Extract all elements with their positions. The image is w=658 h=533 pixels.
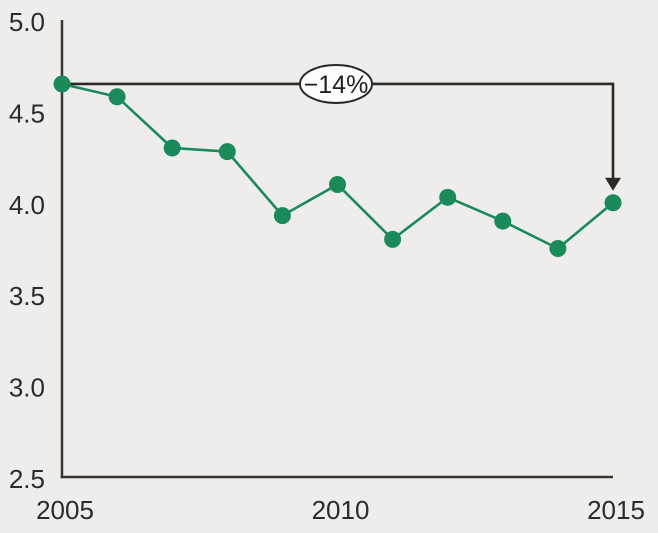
y-axis-tick-label: 5.0 <box>9 7 45 37</box>
data-point <box>329 176 346 194</box>
data-line <box>61 82 614 251</box>
y-axis-tick-label: 2.5 <box>9 464 45 494</box>
data-point <box>108 88 126 106</box>
data-point <box>604 194 622 212</box>
data-point <box>494 212 512 230</box>
y-axis-tick-label: 4.5 <box>9 98 45 128</box>
data-point <box>218 143 236 161</box>
data-point <box>273 207 291 225</box>
data-point <box>549 240 567 257</box>
y-axis-tick-label: 3.5 <box>9 281 45 311</box>
arrow-down-icon <box>605 177 621 191</box>
x-axis-tick-label: 2010 <box>312 495 370 525</box>
data-point <box>163 139 181 157</box>
y-axis-tick-label: 3.0 <box>9 373 45 403</box>
y-axis-tick-label: 4.0 <box>9 190 45 220</box>
data-point <box>439 188 457 206</box>
annotation-label: −14% <box>304 71 369 99</box>
annotation-bubble <box>299 63 373 104</box>
x-axis-tick-label: 2005 <box>36 495 94 525</box>
data-point <box>384 230 402 248</box>
data-point <box>53 75 71 93</box>
x-axis-tick-label: 2015 <box>587 495 645 525</box>
